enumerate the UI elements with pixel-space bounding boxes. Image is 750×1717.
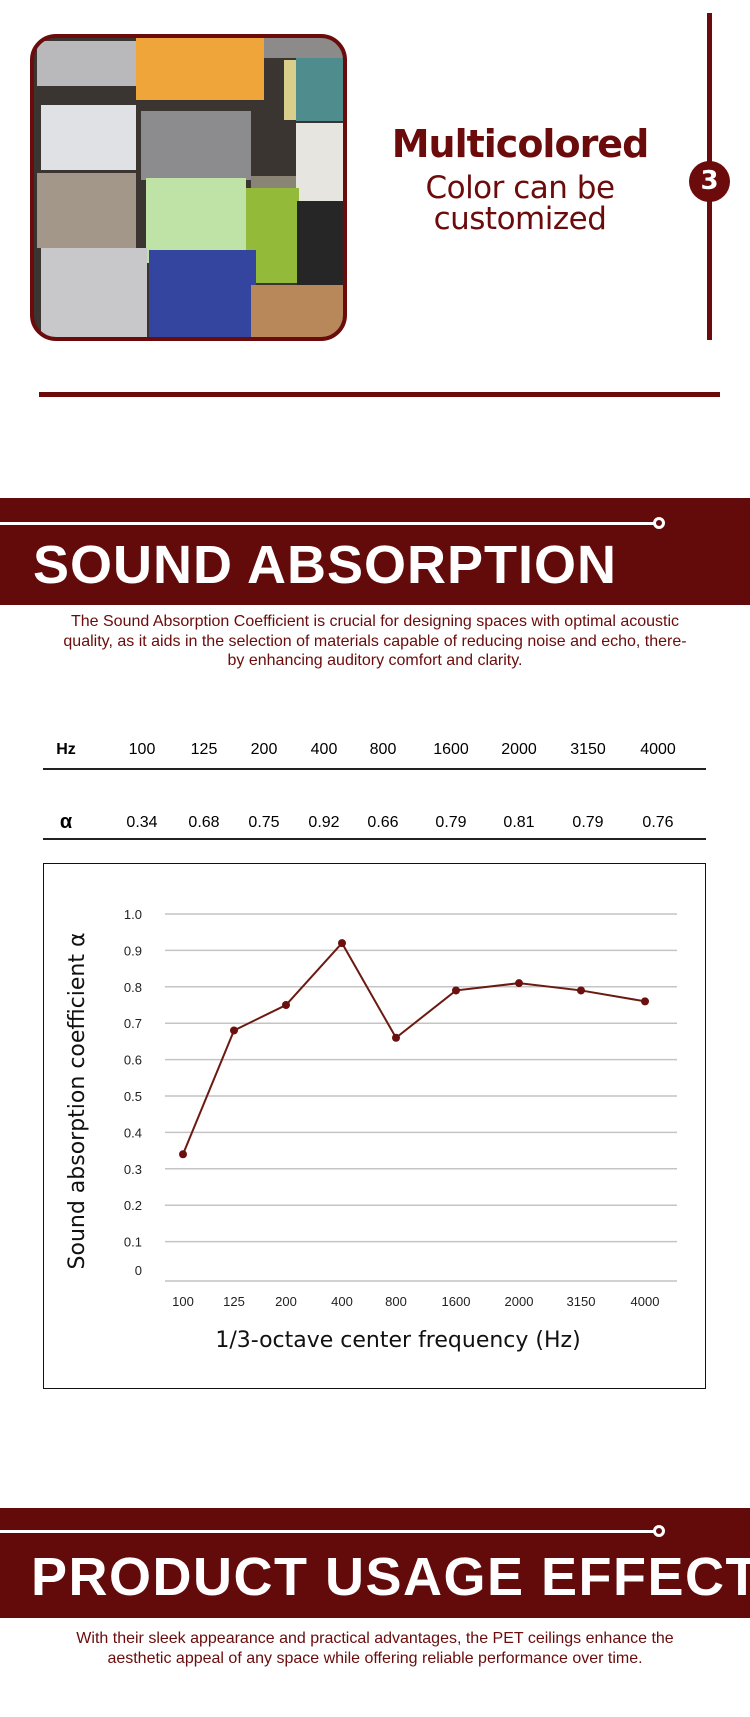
frequency-cell: 400 [310, 741, 338, 758]
alpha-cell: 0.34 [126, 814, 158, 831]
x-tick-label: 2000 [505, 1294, 534, 1309]
step-number-badge: 3 [689, 161, 730, 202]
y-tick-label: 0.7 [124, 1016, 142, 1031]
alpha-cell: 0.79 [435, 814, 467, 831]
y-tick-label: 1.0 [124, 907, 142, 922]
row-header-hz: Hz [56, 741, 76, 758]
x-tick-label: 200 [275, 1294, 297, 1309]
alpha-cell: 0.76 [642, 814, 674, 831]
table-rule [43, 768, 706, 770]
banner-dot-icon [653, 1525, 665, 1537]
alpha-cell: 0.75 [248, 814, 280, 831]
y-axis-title: Sound absorption coefficient α [65, 933, 90, 1270]
data-line [182, 941, 646, 1155]
section-title: SOUND ABSORPTION [33, 535, 618, 595]
x-tick-label: 125 [223, 1294, 245, 1309]
data-point [577, 986, 585, 995]
y-tick-label: 0 [135, 1263, 142, 1278]
alpha-cell: 0.81 [503, 814, 535, 831]
frequency-row: Hz 100 125 200 400 800 1600 2000 3150 4000 [0, 741, 750, 765]
data-point [179, 1150, 187, 1159]
alpha-cell: 0.66 [367, 814, 399, 831]
sound-absorption-description: The Sound Absorption Coefficient is cruc… [20, 612, 730, 671]
y-tick-label: 0.1 [124, 1235, 142, 1250]
feature-title: Multicolored [391, 122, 650, 166]
description-line: aesthetic appeal of any space while offe… [107, 1649, 643, 1667]
banner-line [0, 1530, 654, 1533]
section-title: PRODUCT USAGE EFFECT [31, 1547, 750, 1607]
description-line: With their sleek appearance and practica… [76, 1630, 674, 1647]
table-rule [43, 838, 706, 840]
usage-description: With their sleek appearance and practica… [20, 1629, 730, 1668]
x-tick-label: 3150 [567, 1294, 596, 1309]
data-point [282, 1001, 290, 1009]
frequency-cell: 3150 [570, 741, 606, 758]
data-point [515, 979, 523, 988]
banner-line [0, 522, 654, 525]
section-divider [39, 392, 720, 397]
x-axis-title: 1/3-octave center frequency (Hz) [215, 1328, 580, 1353]
row-header-alpha: α [59, 811, 73, 833]
feature-subtitle-line1: Color can be [425, 170, 615, 206]
y-tick-label: 0.9 [124, 943, 142, 958]
y-tick-label: 0.8 [124, 980, 142, 995]
frequency-cell: 200 [250, 741, 278, 758]
x-tick-label: 400 [331, 1294, 353, 1309]
y-tick-label: 0.6 [124, 1053, 142, 1068]
chart-svg: 0 0.1 0.2 0.3 0.4 0.5 0.6 0.7 0.8 0.9 1.0 100 125 200… [65, 907, 677, 1353]
data-point [230, 1026, 238, 1035]
data-point [392, 1033, 400, 1042]
frequency-cell: 4000 [640, 741, 676, 758]
data-point [452, 986, 460, 995]
banner-dot-icon [653, 517, 665, 529]
alpha-cell: 0.79 [572, 814, 604, 831]
description-line: quality, as it aids in the selection of … [63, 632, 687, 650]
x-tick-label: 800 [385, 1294, 407, 1309]
x-tick-label: 1600 [442, 1294, 471, 1309]
feature-subtitle-line2: customized [433, 201, 607, 237]
description-line: by enhancing auditory comfort and clarit… [227, 652, 523, 669]
alpha-row: α 0.34 0.68 0.75 0.92 0.66 0.79 0.81 0.79 0.76 [0, 811, 750, 838]
usage-effect-banner: PRODUCT USAGE EFFECT [0, 1508, 750, 1618]
y-tick-label: 0.5 [124, 1089, 142, 1104]
x-tick-label: 4000 [631, 1294, 660, 1309]
data-point [338, 939, 346, 948]
frequency-cell: 800 [369, 741, 397, 758]
y-tick-label: 0.4 [124, 1125, 142, 1140]
x-tick-label: 100 [172, 1294, 194, 1309]
y-tick-label: 0.3 [124, 1162, 142, 1177]
y-tick-label: 0.2 [124, 1198, 142, 1213]
alpha-cell: 0.92 [308, 814, 340, 831]
product-photo [30, 34, 347, 341]
data-point [641, 997, 649, 1006]
frequency-cell: 125 [190, 741, 218, 758]
absorption-chart: 0 0.1 0.2 0.3 0.4 0.5 0.6 0.7 0.8 0.9 1.0 100 125 200… [43, 863, 706, 1389]
alpha-cell: 0.68 [188, 814, 220, 831]
frequency-cell: 1600 [433, 741, 469, 758]
description-line: The Sound Absorption Coefficient is cruc… [70, 613, 680, 630]
frequency-cell: 100 [128, 741, 156, 758]
sound-absorption-banner: SOUND ABSORPTION [0, 498, 750, 605]
frequency-cell: 2000 [501, 741, 537, 758]
